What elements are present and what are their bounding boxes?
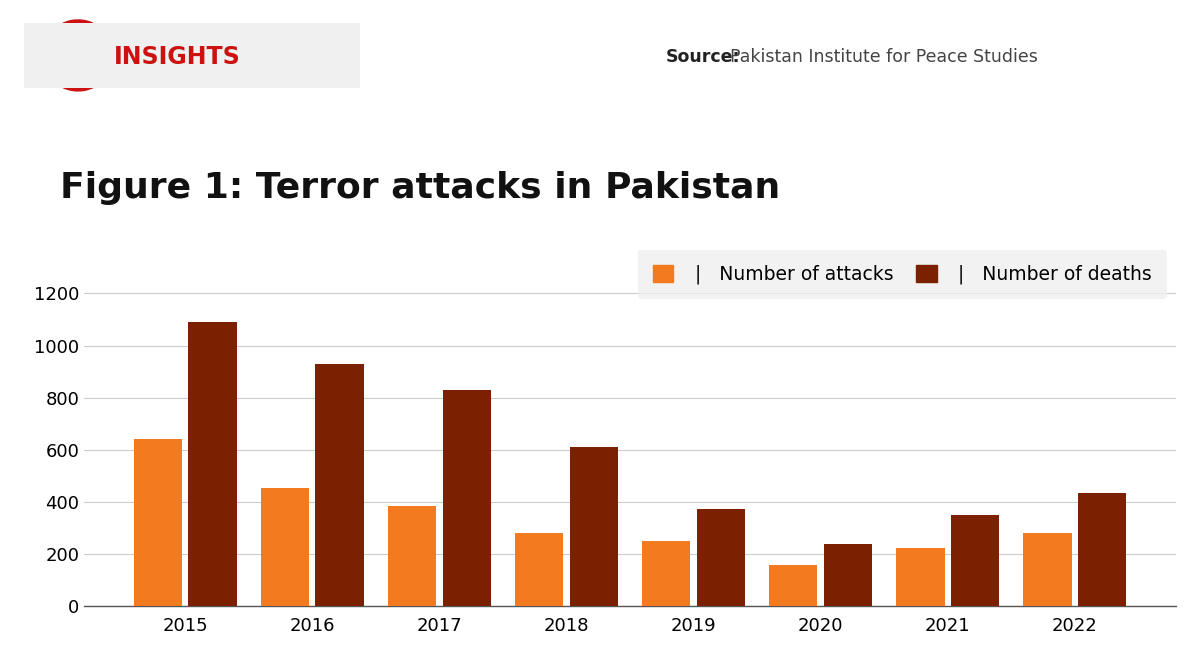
Legend:   |   Number of attacks,   |   Number of deaths: | Number of attacks, | Number of deaths	[637, 250, 1166, 299]
Bar	[515, 533, 563, 606]
Bar	[316, 364, 364, 606]
Bar	[1078, 493, 1127, 606]
Bar	[133, 439, 182, 606]
Bar	[697, 509, 745, 606]
Text: INSIGHTS: INSIGHTS	[114, 45, 241, 68]
Bar	[260, 488, 310, 606]
Text: Pakistan Institute for Peace Studies: Pakistan Institute for Peace Studies	[730, 48, 1038, 66]
Bar	[388, 506, 436, 606]
Bar	[642, 541, 690, 606]
Text: Figure 1: Terror attacks in Pakistan: Figure 1: Terror attacks in Pakistan	[60, 171, 780, 205]
Bar	[570, 447, 618, 606]
Bar	[188, 322, 236, 606]
Bar	[950, 515, 1000, 606]
Bar	[769, 565, 817, 606]
Bar	[443, 390, 491, 606]
Bar	[896, 548, 944, 606]
Bar	[1024, 533, 1072, 606]
Bar	[824, 544, 872, 606]
Text: Source:: Source:	[666, 48, 740, 66]
